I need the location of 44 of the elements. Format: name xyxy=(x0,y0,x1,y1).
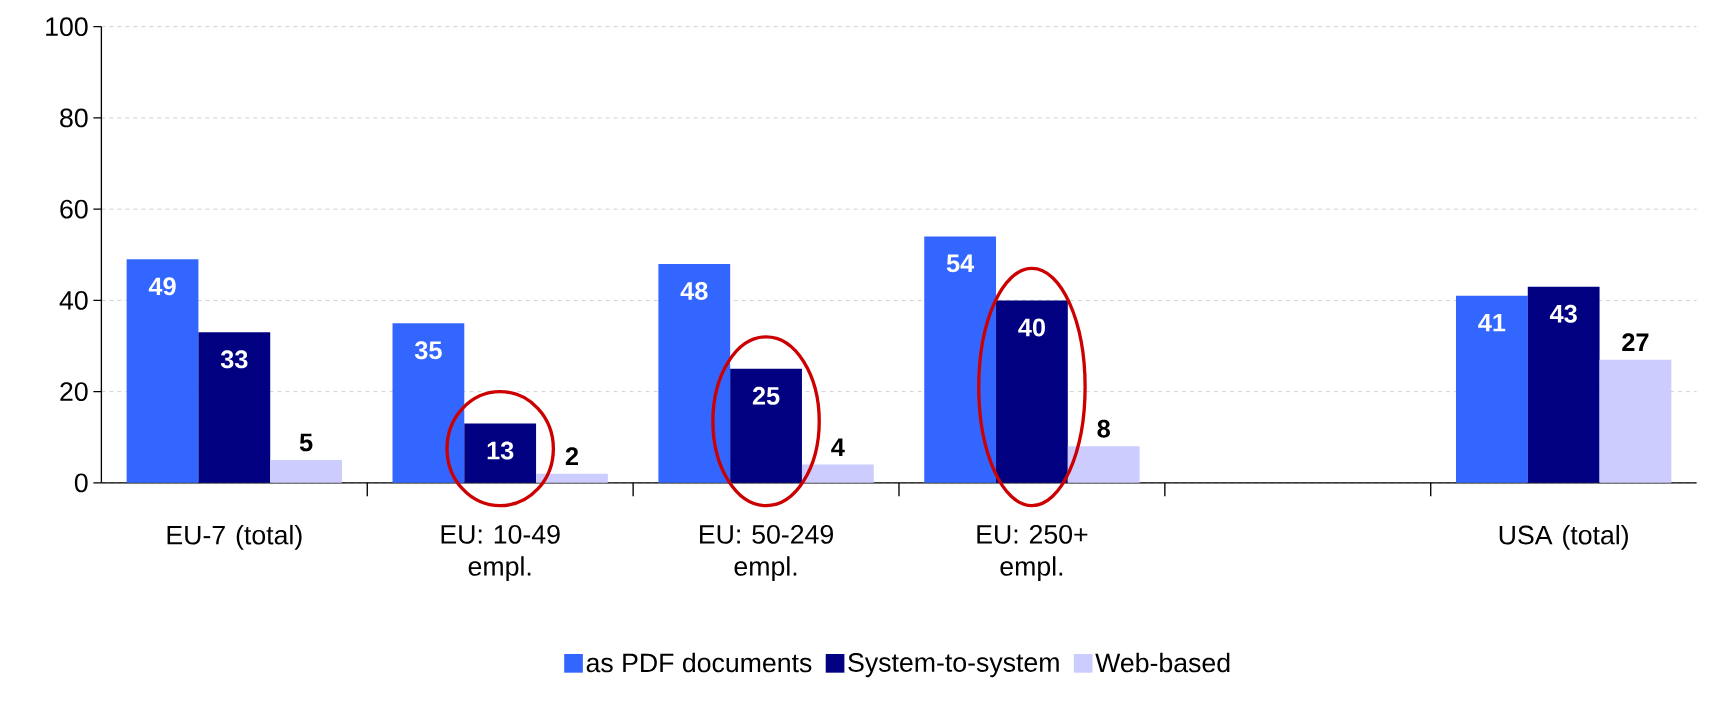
data-label: 2 xyxy=(565,447,578,466)
bar xyxy=(1067,446,1140,483)
bar xyxy=(801,464,874,483)
y-tick-label: 40 xyxy=(59,290,88,310)
bar xyxy=(270,460,342,483)
data-label: 48 xyxy=(680,281,708,300)
data-label: 40 xyxy=(1018,318,1045,337)
x-tick-label: EU-7 (total) xyxy=(167,524,302,550)
data-label: 33 xyxy=(220,350,248,369)
data-label: 41 xyxy=(1478,313,1506,332)
bar xyxy=(392,323,465,483)
data-label: 35 xyxy=(414,341,442,360)
bar xyxy=(536,473,608,483)
x-tick-label: EU: 50-249 empl. xyxy=(700,524,833,582)
data-label: 25 xyxy=(752,386,780,405)
data-label: 8 xyxy=(1097,419,1110,438)
bar xyxy=(464,423,537,483)
y-tick-label: 60 xyxy=(60,199,88,219)
bar xyxy=(1599,359,1672,483)
x-tick-label: USA (total) xyxy=(1499,524,1628,550)
bar xyxy=(1527,286,1600,483)
legend-label: System-to-system xyxy=(848,653,1059,678)
x-tick-label: EU: 250+ empl. xyxy=(977,524,1088,582)
data-label: 5 xyxy=(299,433,313,452)
bar xyxy=(996,300,1068,483)
data-label: 4 xyxy=(831,438,845,456)
bar xyxy=(730,368,802,483)
bar xyxy=(198,332,271,483)
legend-label: Web-based xyxy=(1095,652,1230,673)
bar xyxy=(658,263,731,483)
bar xyxy=(924,236,997,483)
legend-label: as PDF documents xyxy=(586,652,812,673)
data-label: 49 xyxy=(148,277,176,296)
y-tick-label: 0 xyxy=(74,473,88,493)
data-label: 27 xyxy=(1622,333,1649,351)
y-tick-label: 20 xyxy=(60,382,88,402)
y-tick-label: 80 xyxy=(60,108,88,128)
y-tick-label: 100 xyxy=(46,17,88,37)
data-label: 54 xyxy=(946,254,975,273)
data-label: 13 xyxy=(487,441,514,460)
bar xyxy=(1455,295,1528,483)
x-tick-label: EU: 10-49 empl. xyxy=(441,524,560,582)
data-label: 43 xyxy=(1549,304,1577,323)
bar xyxy=(126,259,199,483)
